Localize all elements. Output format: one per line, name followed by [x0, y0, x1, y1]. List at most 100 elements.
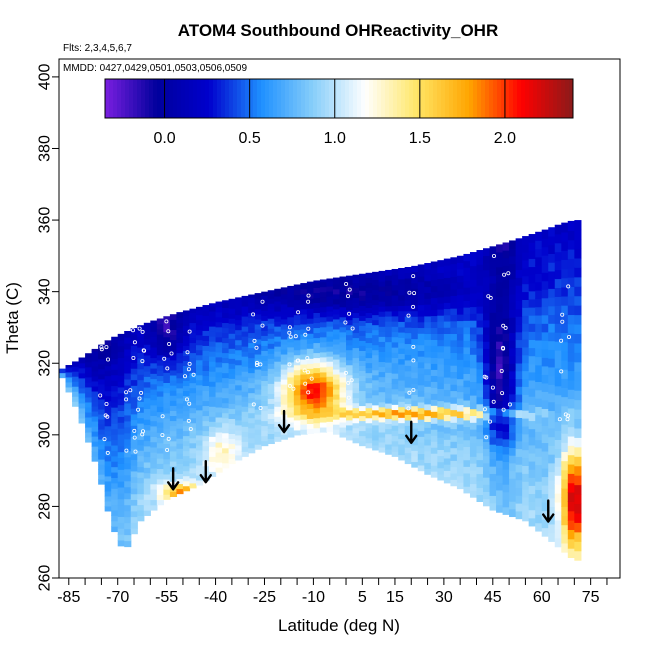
- heatmap-cell: [261, 390, 269, 397]
- heatmap-cell: [195, 379, 204, 386]
- heatmap-cell: [326, 305, 334, 312]
- heatmap-cell: [443, 401, 451, 409]
- heatmap-cell: [456, 398, 465, 406]
- heatmap-cell: [483, 412, 491, 421]
- heatmap-cell: [443, 433, 451, 440]
- heatmap-cell: [398, 289, 406, 296]
- heatmap-cell: [417, 453, 425, 460]
- heatmap-cell: [293, 364, 301, 371]
- observation-point: [305, 356, 310, 361]
- heatmap-cell: [456, 262, 465, 270]
- heatmap-cell: [78, 377, 86, 384]
- heatmap-cell: [176, 433, 184, 439]
- heatmap-cell: [222, 372, 230, 379]
- heatmap-cell: [411, 399, 419, 407]
- heatmap-cell: [91, 365, 99, 372]
- heatmap-cell: [528, 306, 536, 316]
- heatmap-cell: [326, 295, 334, 302]
- heatmap-cell: [509, 470, 517, 479]
- heatmap-cell: [443, 389, 451, 397]
- heatmap-cell: [385, 377, 393, 384]
- colorbar-tick-label: 0.0: [153, 130, 175, 147]
- heatmap-cell: [430, 261, 438, 263]
- heatmap-cell: [156, 468, 164, 475]
- heatmap-cell: [509, 370, 517, 380]
- heatmap-cell: [117, 428, 125, 435]
- heatmap-cell: [417, 361, 425, 369]
- heatmap-cell: [496, 303, 504, 312]
- heatmap-cell: [476, 368, 484, 377]
- heatmap-cell: [117, 363, 125, 370]
- heatmap-cell: [522, 457, 530, 466]
- heatmap-cell: [574, 276, 582, 287]
- heatmap-cell: [195, 464, 204, 471]
- heatmap-cell: [137, 412, 145, 419]
- colorbar-segment: [333, 79, 338, 118]
- heatmap-cell: [300, 373, 308, 380]
- heatmap-cell: [417, 447, 425, 455]
- heatmap-cell: [241, 421, 249, 427]
- heatmap-cell: [437, 431, 445, 438]
- observation-point: [260, 299, 265, 304]
- heatmap-cell: [365, 337, 373, 344]
- colorbar-segment: [497, 79, 502, 118]
- heatmap-cell: [176, 438, 184, 444]
- heatmap-cell: [469, 354, 478, 362]
- heatmap-cell: [130, 499, 138, 506]
- heatmap-cell: [489, 290, 497, 299]
- heatmap-cell: [228, 313, 236, 319]
- heatmap-cell: [391, 451, 399, 457]
- observation-point: [124, 448, 129, 453]
- heatmap-cell: [541, 442, 549, 452]
- heatmap-cell: [248, 372, 256, 379]
- heatmap-cell: [156, 349, 164, 356]
- heatmap-cell: [346, 389, 354, 396]
- heatmap-cell: [502, 287, 510, 296]
- heatmap-cell: [124, 516, 132, 524]
- heatmap-cell: [391, 274, 399, 280]
- heatmap-cell: [417, 436, 425, 443]
- heatmap-cell: [78, 412, 86, 419]
- heatmap-cell: [137, 488, 145, 495]
- heatmap-cell: [469, 395, 478, 403]
- heatmap-cell: [189, 472, 197, 479]
- x-tick-label: -85: [57, 589, 80, 606]
- heatmap-cell: [306, 328, 314, 334]
- heatmap-cell: [261, 420, 269, 427]
- heatmap-cell: [91, 350, 99, 357]
- colorbar-segment: [197, 79, 202, 118]
- heatmap-cell: [267, 388, 275, 394]
- plot-frame: [58, 58, 621, 579]
- heatmap-cell: [469, 401, 478, 410]
- colorbar-segment: [557, 79, 562, 118]
- heatmap-cell: [548, 270, 556, 281]
- heatmap-cell: [111, 493, 119, 500]
- heatmap-cell: [209, 411, 217, 417]
- heatmap-cell: [293, 374, 301, 381]
- heatmap-cell: [443, 439, 451, 447]
- heatmap-cell: [359, 385, 367, 392]
- heatmap-cell: [378, 351, 386, 358]
- heatmap-cell: [85, 366, 93, 373]
- heatmap-cell: [522, 362, 530, 372]
- heatmap-cell: [287, 316, 295, 323]
- heatmap-cell: [411, 388, 419, 395]
- heatmap-cell: [137, 401, 145, 408]
- heatmap-cell: [111, 385, 119, 392]
- heatmap-cell: [117, 463, 125, 470]
- x-axis: -85 -70 -55 -40 -25 -10 5 15 30 45 60 75: [57, 578, 608, 606]
- observation-point: [484, 435, 489, 440]
- heatmap-cell: [554, 439, 562, 449]
- heatmap-cell: [574, 446, 582, 457]
- heatmap-cell: [111, 396, 119, 403]
- heatmap-cell: [293, 319, 301, 326]
- heatmap-cell: [456, 288, 465, 296]
- heatmap-cell: [124, 432, 132, 440]
- heatmap-cell: [339, 341, 347, 348]
- heatmap-cell: [450, 308, 458, 315]
- heatmap-cell: [169, 440, 178, 447]
- observation-point: [136, 407, 141, 412]
- heatmap-cell: [130, 350, 138, 358]
- heatmap-cell: [195, 334, 204, 341]
